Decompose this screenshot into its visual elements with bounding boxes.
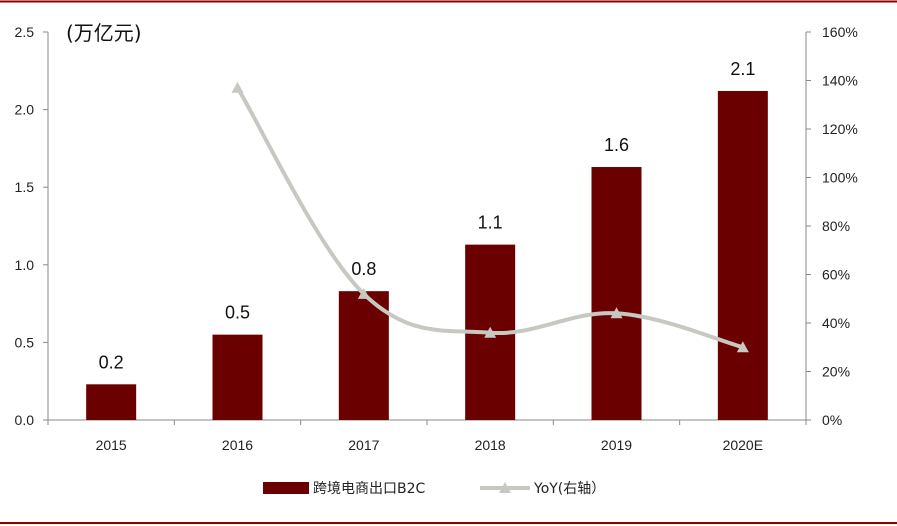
y-right-tick-label: 120% [822, 121, 858, 137]
legend-label-bar: 跨境电商出口B2C [313, 481, 426, 497]
x-tick-label: 2020E [723, 437, 763, 453]
y-right-tick-label: 100% [822, 170, 858, 186]
y-right-tick-label: 20% [822, 364, 850, 380]
y-right-tick-label: 60% [822, 267, 850, 283]
legend-swatch-marker [499, 482, 511, 493]
y-left-tick-label: 0.5 [15, 334, 35, 350]
legend-label-line: YoY(右轴） [533, 481, 605, 497]
yoy-point [736, 341, 749, 353]
y-right-tick-label: 160% [822, 24, 858, 40]
bar-data-label: 1.1 [478, 213, 503, 233]
x-tick-label: 2019 [601, 437, 632, 453]
bar [338, 291, 389, 420]
y-left-tick-label: 2.5 [15, 24, 35, 40]
y-unit-label: (万亿元) [66, 21, 142, 45]
x-tick-label: 2018 [475, 437, 506, 453]
bar-data-label: 1.6 [604, 135, 629, 155]
bar-data-label: 0.2 [99, 352, 124, 372]
bar [717, 90, 768, 420]
yoy-line [235, 86, 744, 350]
y-right-tick-label: 80% [822, 218, 850, 234]
y-left-tick-label: 2.0 [15, 102, 35, 118]
y-right-tick-label: 40% [822, 315, 850, 331]
y-left-tick-label: 1.0 [15, 257, 35, 273]
bar-data-label: 0.5 [225, 303, 250, 323]
bar-data-label: 2.1 [730, 59, 755, 79]
x-tick-label: 2017 [348, 437, 379, 453]
bar [212, 334, 263, 420]
yoy-point [610, 307, 623, 319]
bar [591, 167, 642, 420]
yoy-point [231, 81, 244, 93]
y-left-tick-label: 0.0 [15, 412, 35, 428]
legend-swatch-bar [263, 482, 309, 494]
bar [86, 384, 137, 420]
y-left-tick-label: 1.5 [15, 179, 35, 195]
x-tick-label: 2016 [222, 437, 253, 453]
x-tick-label: 2015 [96, 437, 127, 453]
yoy-point [357, 287, 370, 299]
yoy-point [484, 326, 497, 338]
y-right-tick-label: 0% [822, 412, 842, 428]
bar-data-label: 0.8 [351, 259, 376, 279]
y-right-tick-label: 140% [822, 73, 858, 89]
